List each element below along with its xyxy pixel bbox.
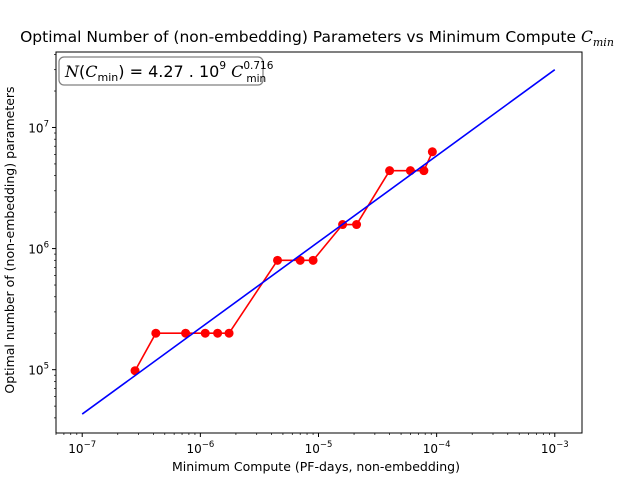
plot-frame xyxy=(55,51,583,434)
eq-constant: = 4.27 . 10 xyxy=(125,62,220,81)
series-0-point-11 xyxy=(385,166,395,176)
equation-box xyxy=(58,56,264,86)
x-tick-label-4: 10−3 xyxy=(541,440,569,456)
y-tick-label-0: 105 xyxy=(28,362,49,378)
series-0-point-8 xyxy=(308,255,318,265)
eq-constant-exp: 9 xyxy=(219,60,226,72)
series-0-line xyxy=(134,151,434,372)
series-0-point-7 xyxy=(295,255,305,265)
series-0-point-13 xyxy=(419,166,429,176)
eq-rhs-var: C xyxy=(226,62,243,81)
eq-rhs-sub: min xyxy=(246,73,266,85)
eq-rhs-exp: 0.716 xyxy=(243,60,273,72)
series-layer xyxy=(81,69,556,415)
equation-text: N(Cmin) = 4.27 . 109 C0.716 min xyxy=(64,60,274,85)
x-tick-label-0: 10−7 xyxy=(68,440,96,456)
series-0-point-1 xyxy=(151,328,161,338)
series-0-point-3 xyxy=(200,328,210,338)
y-tick-label-1: 106 xyxy=(28,241,49,257)
eq-lhs-sub: min xyxy=(98,71,119,84)
series-0-point-14 xyxy=(427,147,437,157)
chart-title-math-sub: min xyxy=(593,36,614,49)
x-tick-label-2: 10−5 xyxy=(305,440,333,456)
equation-annotation: N(Cmin) = 4.27 . 109 C0.716 min xyxy=(58,56,274,86)
x-tick-label-3: 10−4 xyxy=(423,440,451,456)
series-0-point-6 xyxy=(273,255,283,265)
series-0-point-10 xyxy=(352,220,362,230)
series-0-point-2 xyxy=(181,328,191,338)
x-axis-label: Minimum Compute (PF-days, non-embedding) xyxy=(172,459,460,474)
series-0-point-5 xyxy=(224,328,234,338)
series-0-point-4 xyxy=(213,328,223,338)
series-1-line xyxy=(81,69,556,415)
eq-lhs-arg: C xyxy=(85,62,97,81)
y-axis-label: Optimal number of (non-embedding) parame… xyxy=(2,86,17,393)
y-axis-ticks: 105 106 107 xyxy=(28,54,56,419)
axes-frame xyxy=(55,51,583,434)
chart-title: Optimal Number of (non-embedding) Parame… xyxy=(20,28,614,49)
eq-lhs-var: N xyxy=(64,62,80,81)
x-tick-label-1: 10−6 xyxy=(186,440,214,456)
x-axis-ticks: 10−7 10−6 10−5 10−4 10−3 xyxy=(55,433,569,456)
chart-title-text: Optimal Number of (non-embedding) Parame… xyxy=(20,28,576,46)
y-tick-label-2: 107 xyxy=(28,119,49,135)
chart-title-math: C xyxy=(581,28,593,46)
series-0-point-12 xyxy=(405,166,415,176)
